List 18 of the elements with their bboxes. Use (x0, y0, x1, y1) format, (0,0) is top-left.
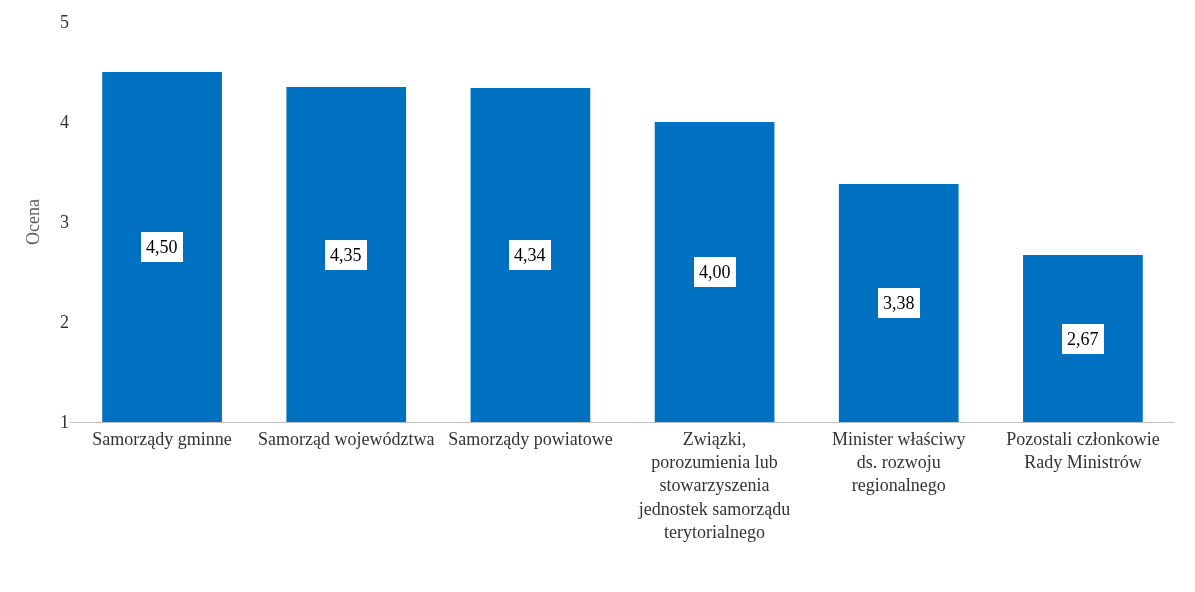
y-tick-label: 2 (60, 312, 69, 333)
data-label: 3,38 (883, 293, 915, 313)
data-label: 4,50 (146, 237, 178, 257)
x-tick-label: Związki, porozumienia lub stowarzyszenia jednostek samorządu terytorialnego (637, 428, 791, 543)
x-tick-label: Minister właściwy ds. rozwoju regionalnego (832, 428, 966, 496)
y-tick-label: 4 (60, 112, 69, 133)
x-tick-label: Samorząd województwa (258, 428, 435, 449)
data-label: 4,00 (699, 262, 731, 282)
y-tick-label: 3 (60, 212, 69, 233)
data-label: 4,34 (514, 245, 546, 265)
x-tick-label: Samorządy gminne (92, 428, 232, 449)
y-tick-label: 5 (60, 12, 69, 33)
y-tick-label: 1 (60, 412, 69, 433)
data-label: 2,67 (1067, 329, 1099, 349)
data-label: 4,35 (330, 245, 362, 265)
y-axis-title: Ocena (23, 199, 44, 245)
x-tick-label: Samorządy powiatowe (448, 428, 613, 449)
x-tick-label: Pozostali członkowie Rady Ministrów (1006, 428, 1160, 472)
